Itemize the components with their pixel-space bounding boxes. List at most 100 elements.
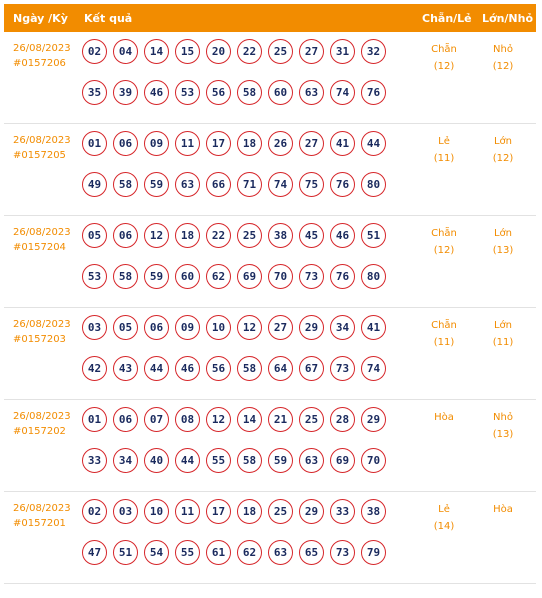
number-ball: 14 (237, 407, 262, 432)
even-odd-label: Chẵn (431, 228, 457, 239)
date-period-cell: 26/08/2023 #0157204 (13, 225, 71, 255)
number-ball: 41 (361, 315, 386, 340)
even-odd-label: Hòa (434, 412, 454, 423)
even-odd-result: Chẵn (12) (416, 41, 472, 75)
number-ball: 61 (206, 540, 231, 565)
number-ball: 08 (175, 407, 200, 432)
number-ball: 03 (82, 315, 107, 340)
number-ball: 27 (268, 315, 293, 340)
big-small-count: (13) (492, 429, 514, 440)
big-small-label: Hòa (493, 504, 513, 515)
even-odd-count: (11) (433, 337, 455, 348)
number-ball: 59 (268, 448, 293, 473)
number-ball: 09 (175, 315, 200, 340)
number-ball: 07 (144, 407, 169, 432)
draw-date: 26/08/2023 (13, 503, 71, 514)
number-ball: 35 (82, 80, 107, 105)
even-odd-count: (12) (433, 245, 455, 256)
number-ball: 22 (206, 223, 231, 248)
number-ball: 62 (237, 540, 262, 565)
number-ball: 04 (113, 39, 138, 64)
number-ball: 73 (299, 264, 324, 289)
number-ball: 62 (206, 264, 231, 289)
number-ball: 76 (330, 264, 355, 289)
number-ball: 80 (361, 264, 386, 289)
big-small-result: Lớn (12) (475, 133, 531, 167)
even-odd-count: (11) (433, 153, 455, 164)
number-ball: 38 (268, 223, 293, 248)
number-ball: 66 (206, 172, 231, 197)
number-ball: 67 (299, 356, 324, 381)
number-ball: 03 (113, 499, 138, 524)
draw-period: #0157205 (13, 150, 66, 161)
number-ball: 18 (237, 499, 262, 524)
number-ball: 10 (144, 499, 169, 524)
even-odd-count: (12) (433, 61, 455, 72)
draw-date: 26/08/2023 (13, 43, 71, 54)
number-ball: 34 (113, 448, 138, 473)
number-ball: 70 (268, 264, 293, 289)
number-ball: 55 (175, 540, 200, 565)
draw-date: 26/08/2023 (13, 135, 71, 146)
number-ball: 56 (206, 80, 231, 105)
number-ball: 38 (361, 499, 386, 524)
number-ball: 69 (330, 448, 355, 473)
number-ball: 70 (361, 448, 386, 473)
number-ball: 51 (361, 223, 386, 248)
even-odd-label: Chẵn (431, 320, 457, 331)
number-ball: 25 (268, 499, 293, 524)
number-ball: 63 (175, 172, 200, 197)
number-ball: 63 (299, 448, 324, 473)
result-numbers: 02 03 10 11 17 18 25 29 33 38 47 51 54 55 61 62 63 65 73 79 (82, 499, 392, 565)
big-small-label: Nhỏ (493, 412, 513, 423)
number-ball: 29 (299, 499, 324, 524)
number-ball: 54 (144, 540, 169, 565)
even-odd-result: Lẻ (14) (416, 501, 472, 535)
number-ball: 58 (113, 264, 138, 289)
number-ball: 46 (175, 356, 200, 381)
draw-date: 26/08/2023 (13, 411, 71, 422)
results-table: Ngày /Kỳ Kết quả Chẵn/Lẻ Lớn/Nhỏ 26/08/2… (4, 4, 536, 584)
number-ball: 59 (144, 172, 169, 197)
even-odd-count: (14) (433, 521, 455, 532)
date-period-cell: 26/08/2023 #0157203 (13, 317, 71, 347)
number-ball: 69 (237, 264, 262, 289)
number-ball: 17 (206, 131, 231, 156)
number-ball: 29 (361, 407, 386, 432)
number-ball: 21 (268, 407, 293, 432)
number-ball: 46 (144, 80, 169, 105)
big-small-result: Lớn (11) (475, 317, 531, 351)
number-ball: 47 (82, 540, 107, 565)
date-period-cell: 26/08/2023 #0157205 (13, 133, 71, 163)
number-ball: 64 (268, 356, 293, 381)
big-small-label: Nhỏ (493, 44, 513, 55)
number-ball: 75 (299, 172, 324, 197)
number-ball: 73 (330, 540, 355, 565)
number-ball: 02 (82, 39, 107, 64)
draw-date: 26/08/2023 (13, 319, 71, 330)
header-big-small: Lớn/Nhỏ (482, 12, 534, 25)
number-ball: 01 (82, 407, 107, 432)
number-ball: 63 (299, 80, 324, 105)
number-ball: 27 (299, 39, 324, 64)
number-ball: 53 (82, 264, 107, 289)
date-period-cell: 26/08/2023 #0157206 (13, 41, 71, 71)
number-ball: 34 (330, 315, 355, 340)
number-ball: 46 (330, 223, 355, 248)
table-row: 26/08/2023 #0157206 02 04 14 15 20 22 25 27 31 32 35… (4, 32, 536, 124)
result-numbers: 01 06 07 08 12 14 21 25 28 29 33 34 40 44 55 58 59 63 69 70 (82, 407, 392, 473)
header-even-odd: Chẵn/Lẻ (422, 12, 472, 25)
number-ball: 15 (175, 39, 200, 64)
number-ball: 22 (237, 39, 262, 64)
number-ball: 14 (144, 39, 169, 64)
number-ball: 33 (82, 448, 107, 473)
number-ball: 41 (330, 131, 355, 156)
number-ball: 58 (237, 448, 262, 473)
number-ball: 58 (113, 172, 138, 197)
even-odd-result: Hòa (416, 409, 472, 426)
number-ball: 53 (175, 80, 200, 105)
number-ball: 58 (237, 80, 262, 105)
even-odd-label: Chẵn (431, 44, 457, 55)
number-ball: 05 (82, 223, 107, 248)
big-small-label: Lớn (493, 136, 513, 147)
